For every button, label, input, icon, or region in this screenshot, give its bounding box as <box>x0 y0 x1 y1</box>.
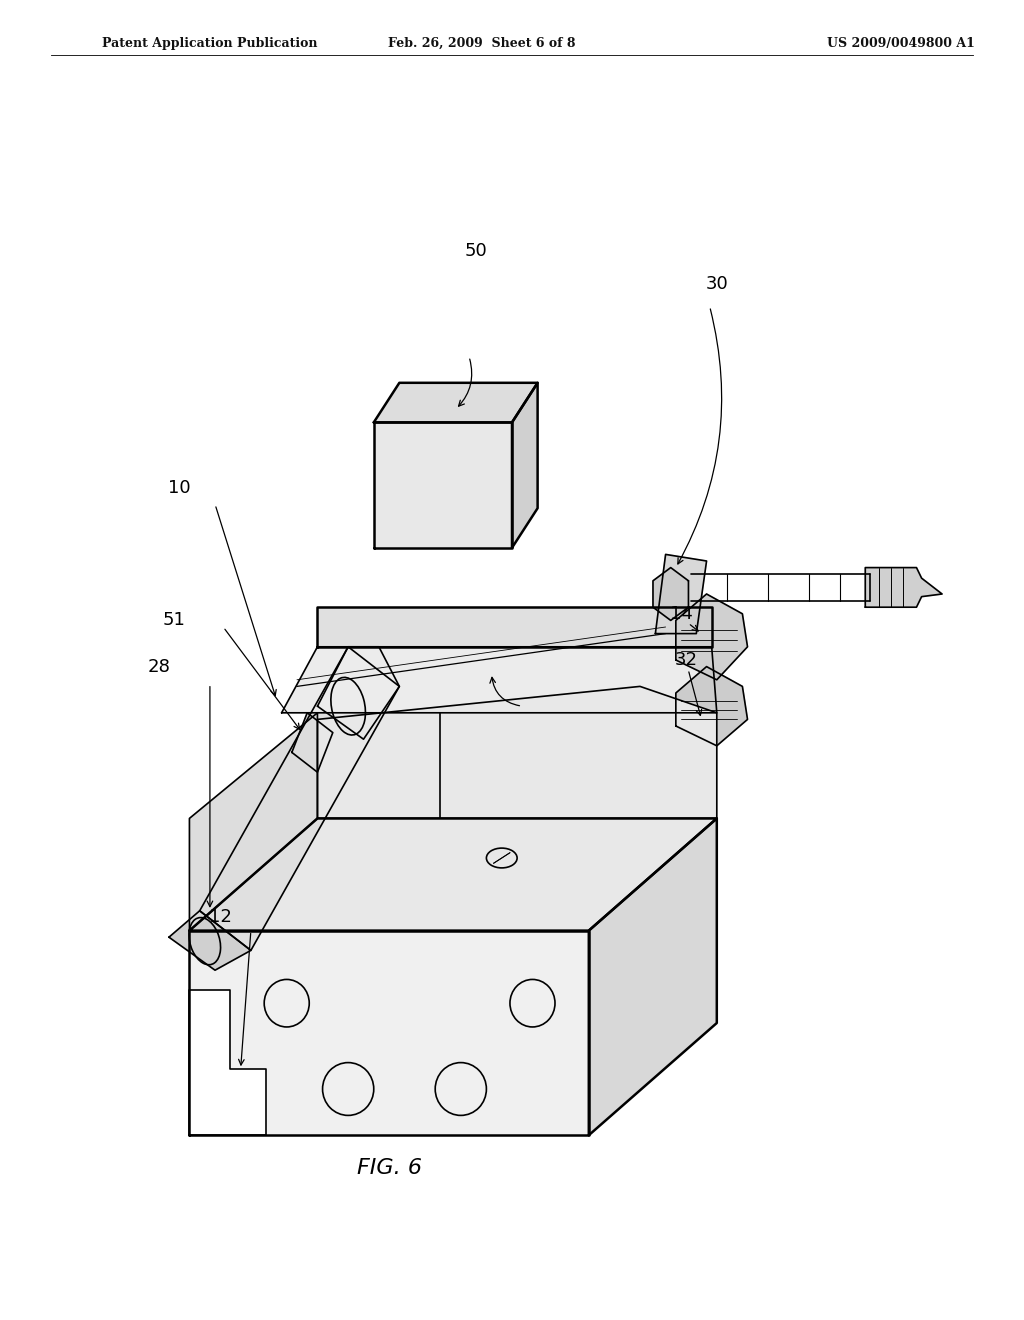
Polygon shape <box>655 554 707 634</box>
Text: 32: 32 <box>675 651 697 669</box>
Text: US 2009/0049800 A1: US 2009/0049800 A1 <box>827 37 975 50</box>
Polygon shape <box>292 713 333 772</box>
Polygon shape <box>189 713 317 931</box>
Polygon shape <box>317 686 717 818</box>
Polygon shape <box>865 568 942 607</box>
Text: 28: 28 <box>147 657 170 676</box>
Polygon shape <box>512 383 538 548</box>
Polygon shape <box>317 607 712 647</box>
Polygon shape <box>200 647 399 950</box>
Text: 51: 51 <box>163 611 185 630</box>
Polygon shape <box>189 931 589 1135</box>
Polygon shape <box>676 667 748 746</box>
Polygon shape <box>653 568 688 620</box>
Text: 30: 30 <box>706 275 728 293</box>
Polygon shape <box>317 647 399 739</box>
Text: 14: 14 <box>670 605 692 623</box>
Text: 12: 12 <box>209 908 231 927</box>
Polygon shape <box>374 422 512 548</box>
Polygon shape <box>169 911 251 970</box>
Polygon shape <box>189 990 266 1135</box>
Polygon shape <box>374 383 538 422</box>
Text: Feb. 26, 2009  Sheet 6 of 8: Feb. 26, 2009 Sheet 6 of 8 <box>387 37 575 50</box>
Text: Patent Application Publication: Patent Application Publication <box>102 37 317 50</box>
Text: FIG. 6: FIG. 6 <box>356 1158 422 1179</box>
Polygon shape <box>589 818 717 1135</box>
Polygon shape <box>676 594 748 680</box>
Text: 50: 50 <box>465 242 487 260</box>
Polygon shape <box>189 818 717 931</box>
Text: 10: 10 <box>168 479 190 498</box>
Polygon shape <box>282 647 717 713</box>
